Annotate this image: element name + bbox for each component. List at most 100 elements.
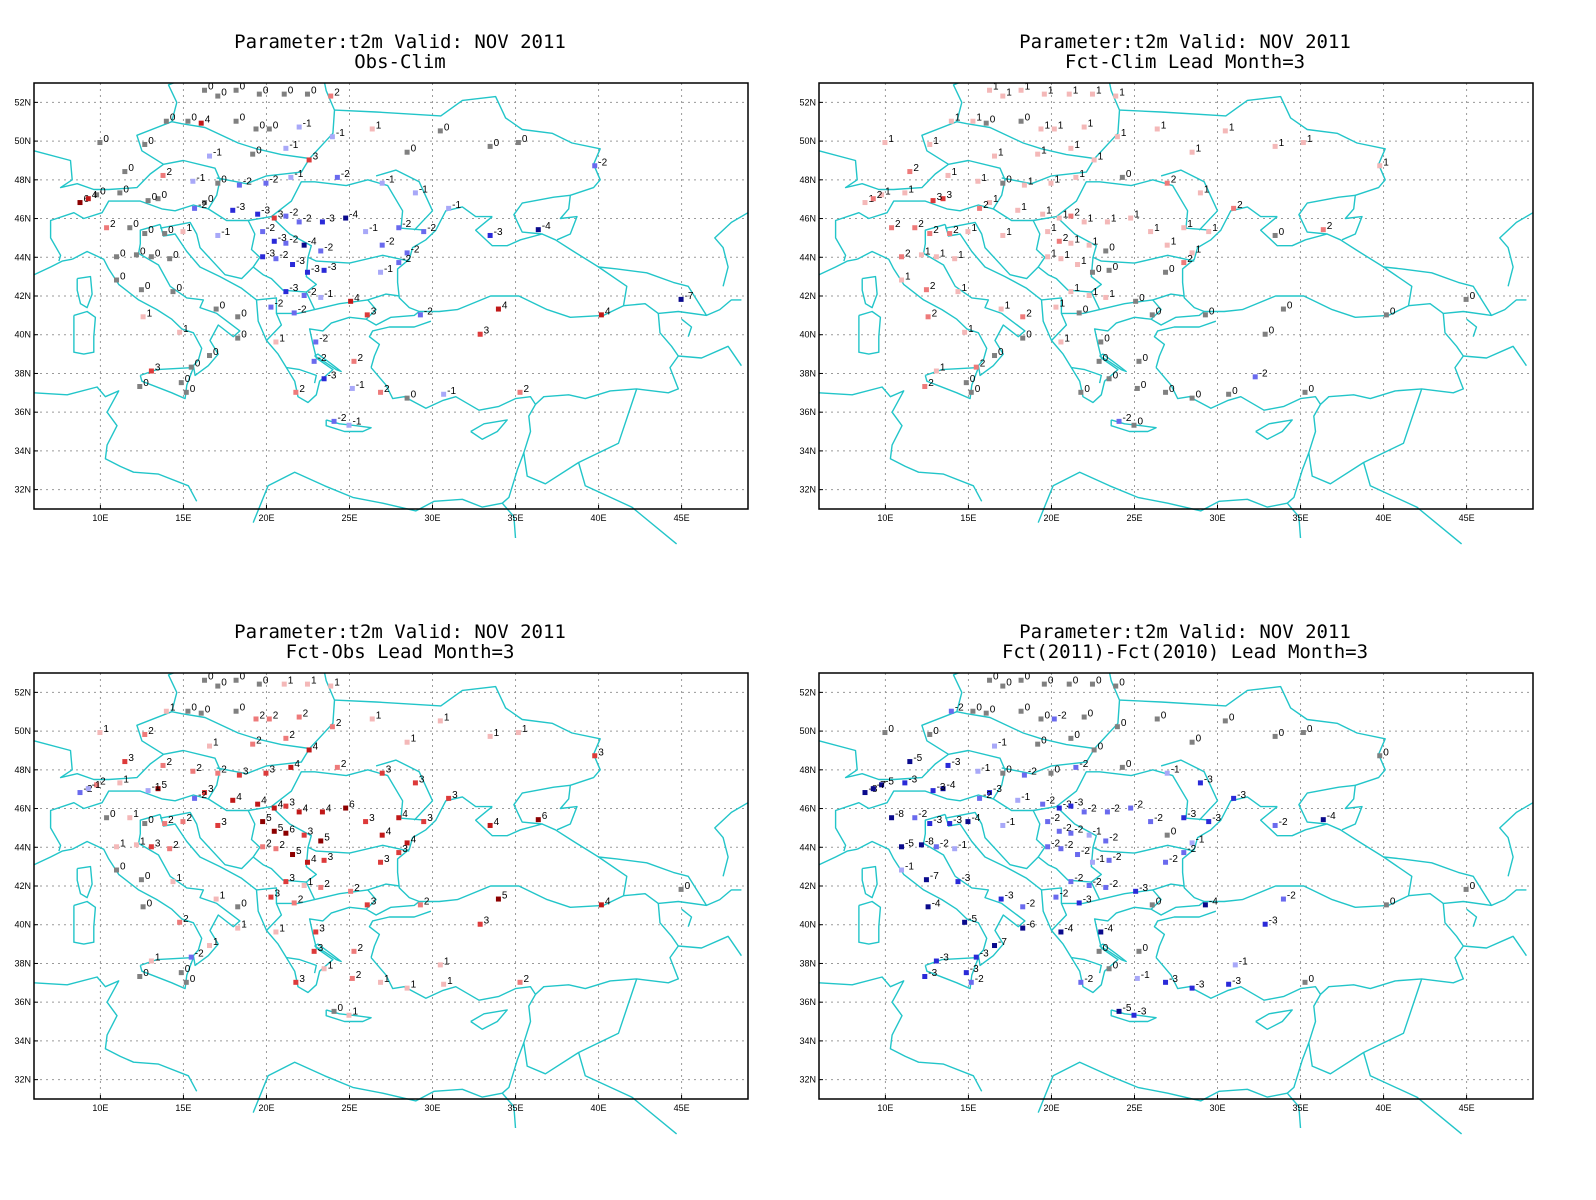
station-marker — [907, 759, 913, 765]
coastline — [1204, 233, 1413, 318]
coastline — [475, 194, 578, 247]
station-value: -4 — [1064, 923, 1073, 934]
station-marker — [1189, 739, 1195, 745]
station-value: 0 — [1196, 734, 1202, 745]
station-value: 2 — [1187, 254, 1193, 265]
station-value: -4 — [308, 237, 317, 248]
station-value: 4 — [605, 306, 611, 317]
station-marker — [271, 215, 277, 221]
station-value: 1 — [328, 960, 334, 971]
station-marker — [364, 312, 370, 318]
station-value: 3 — [208, 784, 214, 795]
coastline — [73, 310, 97, 355]
station-value: 1 — [1088, 119, 1094, 130]
station-marker — [178, 380, 184, 386]
coastline — [33, 672, 336, 781]
station-marker — [678, 296, 684, 302]
station-marker — [965, 229, 971, 235]
station-marker — [1076, 900, 1082, 906]
station-marker — [140, 314, 146, 320]
station-value: 2 — [913, 163, 919, 174]
station-value: -2 — [1026, 898, 1035, 909]
station-value: -2 — [402, 219, 411, 230]
station-value: 1 — [411, 980, 417, 991]
station-value: 1 — [981, 173, 987, 184]
station-marker — [114, 844, 120, 850]
station-marker — [404, 149, 410, 155]
station-marker — [148, 254, 154, 260]
station-value: 1 — [1079, 169, 1085, 180]
station-marker — [1320, 817, 1326, 823]
station-value: 1 — [1045, 120, 1051, 131]
coastline — [856, 813, 1026, 967]
station-marker — [266, 716, 272, 722]
station-marker — [962, 919, 968, 925]
coastline — [577, 1052, 678, 1135]
station-marker — [301, 832, 307, 838]
station-value: 1 — [352, 1007, 358, 1018]
station-marker — [1045, 844, 1051, 850]
station-marker — [142, 821, 148, 827]
station-marker — [1104, 219, 1110, 225]
station-value: -1 — [336, 128, 345, 139]
station-marker — [535, 817, 541, 823]
station-value: 3 — [278, 210, 284, 221]
station-marker — [268, 894, 274, 900]
station-marker — [133, 842, 139, 848]
station-marker — [1133, 888, 1139, 894]
station-value: 1 — [993, 82, 999, 93]
station-marker — [1197, 780, 1203, 786]
coastline — [475, 784, 578, 837]
station-marker — [1086, 832, 1092, 838]
station-value: 2 — [1026, 308, 1032, 319]
station-value: 0 — [1126, 759, 1132, 770]
station-value: 4 — [326, 803, 332, 814]
station-marker — [293, 389, 299, 395]
coastline — [1055, 806, 1195, 854]
station-marker — [1068, 145, 1074, 151]
station-marker — [1148, 229, 1154, 235]
station-value: 1 — [940, 248, 946, 259]
station-value: 0 — [128, 163, 134, 174]
station-value: 0 — [411, 390, 417, 401]
station-value: 0 — [145, 281, 151, 292]
station-value: 2 — [196, 763, 202, 774]
station-value: 0 — [143, 968, 149, 979]
station-marker — [1098, 929, 1104, 935]
station-value: 3 — [484, 916, 490, 927]
coastlines — [33, 82, 749, 545]
station-value: 1 — [155, 953, 161, 964]
coastlines — [818, 672, 1534, 1135]
station-value: -2 — [1109, 832, 1118, 843]
station-value: -2 — [1123, 413, 1132, 424]
coastline — [1037, 957, 1322, 1113]
station-value: -1 — [1239, 956, 1248, 967]
station-marker — [1226, 981, 1232, 987]
station-marker — [1280, 306, 1286, 312]
station-marker — [975, 768, 981, 774]
station-marker — [968, 389, 974, 395]
station-value: -2 — [411, 244, 420, 255]
coastline — [334, 95, 601, 196]
panel-subtitle: Fct(2011)-Fct(2010) Lead Month=3 — [1001, 641, 1369, 663]
station-value: 2 — [357, 943, 363, 954]
station-marker — [1131, 1012, 1137, 1018]
station-marker — [987, 200, 993, 206]
station-value: 1 — [993, 194, 999, 205]
lat-label: 34N — [799, 446, 816, 456]
station-value: 2 — [167, 167, 173, 178]
lat-label: 36N — [799, 997, 816, 1007]
station-marker — [117, 780, 123, 786]
station-value: 0 — [1126, 169, 1132, 180]
station-value: 0 — [1041, 736, 1047, 747]
station-value: 3 — [427, 813, 433, 824]
station-marker — [1383, 312, 1389, 318]
coastline — [1153, 320, 1217, 368]
station-value: 1 — [1119, 88, 1125, 99]
coastline — [992, 179, 1211, 231]
station-value: -2 — [338, 413, 347, 424]
station-value: 1 — [494, 728, 500, 739]
station-value: 1 — [1048, 86, 1054, 97]
map-panel-obs-clim: Parameter:t2m Valid: NOV 2011 Obs-Clim 0… — [14, 32, 780, 572]
station-value: -1 — [356, 380, 365, 391]
